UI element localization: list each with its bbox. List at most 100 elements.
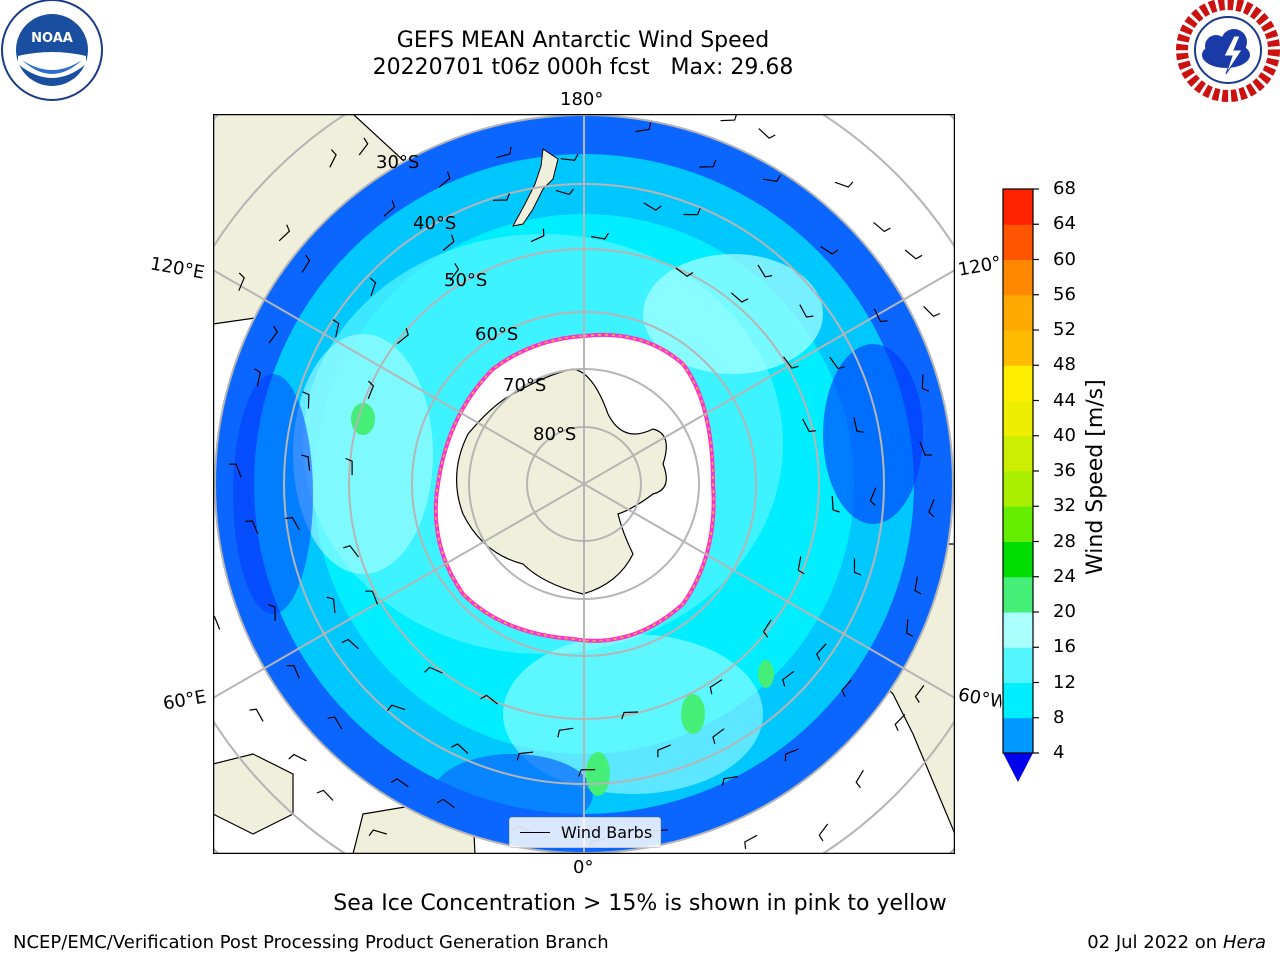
- colorbar-cell: [1003, 471, 1033, 507]
- wind-barb: [784, 748, 799, 762]
- wind-barb: [436, 798, 455, 809]
- colorbar-tick-label: 48: [1053, 354, 1076, 376]
- wind-barb: [709, 679, 723, 695]
- wind-barb: [919, 441, 932, 456]
- noaa-logo-text: NOAA: [31, 31, 73, 46]
- wind-barb: [496, 146, 512, 158]
- colorbar-cell: [1003, 330, 1033, 366]
- colorbar-tick-label: 36: [1053, 460, 1076, 481]
- lat-label-40s: 40°S: [413, 213, 457, 234]
- wind-barb: [367, 380, 375, 400]
- colorbar-cell: [1003, 612, 1033, 648]
- wind-barb: [818, 823, 829, 842]
- wind-barb: [815, 643, 827, 661]
- wind-barb: [316, 789, 334, 801]
- colorbar-title: Wind Speed [m/s]: [1083, 379, 1108, 575]
- colorbar-tick-label: 28: [1053, 530, 1076, 552]
- colorbar-tick-label: 16: [1053, 636, 1076, 658]
- colorbar-cell: [1003, 400, 1033, 437]
- wind-barb: [278, 224, 291, 242]
- wind-barb: [326, 596, 336, 614]
- wind-barb: [853, 417, 864, 433]
- wind-barb: [268, 604, 276, 622]
- colorbar-tick-label: 56: [1053, 283, 1076, 305]
- sea-ice-note: Sea Ice Concentration > 15% is shown in …: [333, 891, 947, 916]
- wind-barb: [657, 744, 671, 758]
- lat-label-30s: 30°S: [376, 152, 420, 173]
- wind-barb: [302, 391, 310, 409]
- wind-barb: [904, 249, 923, 260]
- wind-barb: [288, 753, 307, 762]
- lat-label-70s: 70°S: [503, 375, 547, 396]
- wind-barb: [268, 325, 279, 344]
- colorbar-tick-label: 44: [1053, 389, 1076, 411]
- lat-label-80s: 80°S: [533, 424, 577, 445]
- wind-barb: [286, 664, 300, 679]
- noaa-logo-icon: NOAA: [0, 0, 104, 104]
- lon-label-0: 0°: [573, 857, 594, 878]
- colorbar-cell: [1003, 189, 1033, 225]
- wind-barb: [396, 328, 409, 345]
- wind-barb: [721, 776, 738, 786]
- wind-barb: [928, 498, 935, 518]
- footer-host: Hera: [1222, 932, 1266, 953]
- colorbar-cell: [1003, 224, 1033, 260]
- wind-barb: [923, 305, 941, 318]
- colorbar-tick-label: 20: [1053, 601, 1076, 622]
- colorbar-cell: [1003, 506, 1033, 542]
- wind-barb: [853, 558, 862, 576]
- footer-date: 02 Jul 2022 on Hera: [1087, 932, 1266, 953]
- colorbar-cell: [1003, 435, 1033, 472]
- nws-logo-icon: [1176, 0, 1280, 104]
- colorbar-tick-label: 24: [1053, 565, 1076, 587]
- colorbar-tick-label: 4: [1053, 742, 1065, 763]
- wind-barb: [730, 292, 749, 303]
- wind-barb: [829, 356, 845, 370]
- wind-barb: [213, 615, 221, 630]
- wind-barb: [358, 137, 369, 156]
- wind-barb: [238, 272, 245, 291]
- wind-barb: [480, 694, 498, 705]
- wind-barb: [345, 457, 353, 476]
- wind-barb: [438, 171, 451, 188]
- wind-barb: [621, 711, 639, 720]
- wind-barb: [332, 319, 340, 338]
- wind-barb: [285, 516, 300, 530]
- wind-barb: [873, 308, 888, 323]
- wind-barb: [327, 716, 343, 730]
- colorbar-cell: [1003, 717, 1033, 754]
- wind-barb: [386, 704, 406, 712]
- wind-barb: [301, 254, 311, 273]
- wind-barb: [343, 545, 359, 558]
- colorbar-cell: [1003, 541, 1033, 578]
- lon-label-60e: 60°E: [161, 686, 208, 715]
- lat-label-60s: 60°S: [475, 324, 519, 345]
- wind-barb: [341, 638, 359, 650]
- chart-title: GEFS MEAN Antarctic Wind Speed: [396, 28, 770, 53]
- legend-line: [520, 832, 550, 833]
- wind-barb: [914, 576, 922, 595]
- colorbar-cell: [1003, 682, 1033, 719]
- colorbar-cell: [1003, 259, 1033, 296]
- colorbar-tick-label: 12: [1053, 671, 1076, 693]
- colorbar-tick-label: 8: [1053, 706, 1065, 728]
- wind-barb: [245, 520, 259, 535]
- wind-barb: [841, 679, 852, 697]
- wind-barb: [921, 374, 930, 392]
- wind-barb: [560, 153, 579, 162]
- wind-barb: [820, 245, 839, 255]
- legend-label: Wind Barbs: [561, 823, 653, 842]
- wind-barb: [449, 263, 460, 281]
- colorbar-tick-label: 40: [1053, 424, 1076, 446]
- wind-barb: [834, 181, 854, 188]
- wind-barb: [855, 769, 864, 789]
- wind-barb: [590, 232, 610, 240]
- wind-barb: [675, 267, 694, 278]
- colorbar-cell: [1003, 647, 1033, 683]
- wind-barb: [369, 277, 377, 296]
- wind-barb: [869, 487, 877, 507]
- footer-date-text: 02 Jul 2022 on: [1087, 932, 1223, 953]
- wind-barb: [390, 777, 409, 788]
- wind-barb: [799, 304, 814, 318]
- colorbar: [1002, 188, 1039, 782]
